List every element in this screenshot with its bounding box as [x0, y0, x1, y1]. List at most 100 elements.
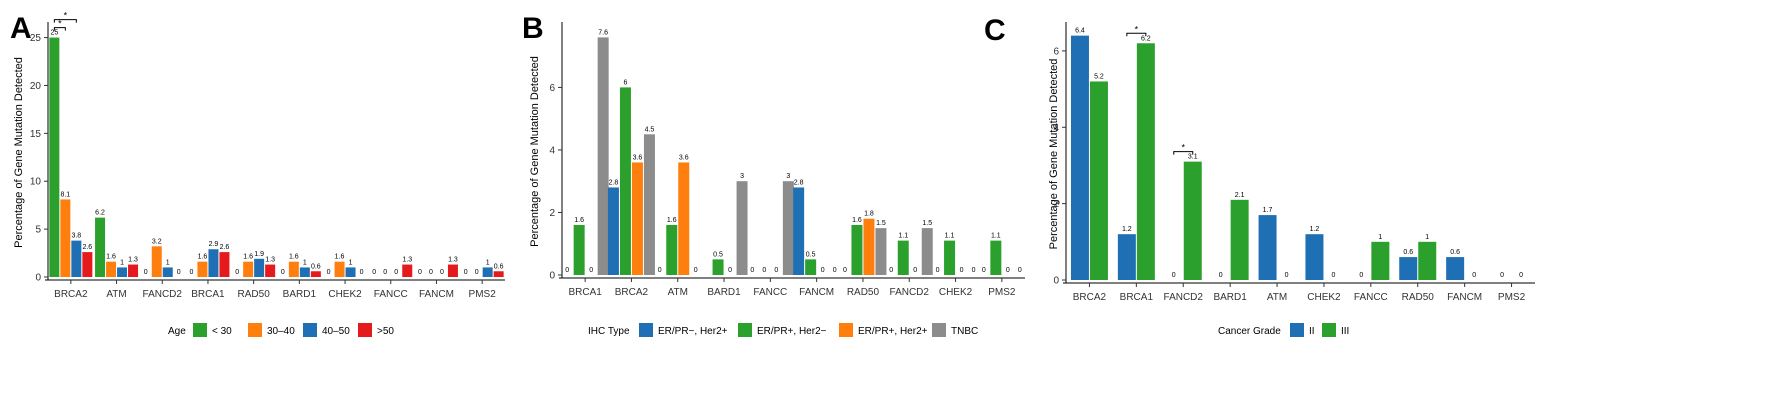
y-tick-label: 6	[549, 83, 555, 94]
data-label: 0	[1519, 272, 1523, 279]
data-label: 1.6	[106, 254, 116, 261]
data-label: 0.6	[311, 263, 321, 270]
data-label: 6.2	[1141, 35, 1151, 42]
data-label: 0	[189, 269, 193, 276]
bar	[1136, 43, 1155, 280]
x-tick-label: FANCC	[1354, 292, 1388, 303]
data-label: 0	[383, 269, 387, 276]
significance-bracket	[53, 27, 66, 31]
bar	[82, 252, 93, 277]
panel-c-chart: C Percentage of Gene Mutation Detected 0 2 4…	[984, 14, 1535, 337]
bar	[128, 264, 139, 277]
y-tick-label: 0	[549, 271, 555, 282]
y-tick-label: 0	[35, 273, 41, 284]
bar	[310, 271, 321, 277]
legend-swatch	[1322, 323, 1336, 337]
y-tick-label: 20	[30, 81, 42, 92]
data-label: 0	[1500, 272, 1504, 279]
data-label: 1.3	[448, 257, 458, 264]
legend-entry-label: II	[1309, 326, 1315, 337]
bar	[666, 224, 678, 275]
bar	[402, 264, 413, 277]
data-label: 0	[972, 267, 976, 274]
data-label: 0	[372, 269, 376, 276]
data-label: 1.3	[265, 257, 275, 264]
bar	[712, 259, 724, 275]
data-label: 3.2	[152, 238, 162, 245]
bar	[1399, 257, 1418, 280]
data-label: 1	[166, 259, 170, 266]
y-axis-label: Percentage of Gene Mutation Detected	[1048, 59, 1060, 250]
data-label: 6	[623, 79, 627, 86]
data-label: 1.1	[991, 233, 1001, 240]
x-tick-label: BRCA2	[54, 289, 88, 300]
y-tick-label: 4	[1053, 123, 1059, 134]
data-label: 2.8	[609, 179, 619, 186]
y-tick-label: 25	[30, 33, 42, 44]
legend-swatch	[932, 323, 946, 337]
data-label: 0	[440, 269, 444, 276]
bar	[151, 246, 162, 277]
data-label: 1	[349, 259, 353, 266]
panel-label: B	[522, 12, 544, 45]
x-tick-label: FANCM	[799, 287, 834, 298]
data-label: 0	[1331, 272, 1335, 279]
bar	[345, 267, 356, 277]
legend-entry-label: TNBC	[951, 326, 978, 337]
data-label: 0	[960, 267, 964, 274]
data-label: 0	[1285, 272, 1289, 279]
data-label: 0.6	[494, 263, 504, 270]
bar	[619, 87, 631, 275]
y-tick-label: 2	[1053, 199, 1059, 210]
bar	[736, 181, 748, 275]
x-tick-label: RAD50	[1402, 292, 1435, 303]
significance-star: *	[1181, 143, 1185, 153]
bar	[71, 240, 82, 277]
data-label: 0	[475, 269, 479, 276]
data-label: 7.6	[598, 29, 608, 36]
data-label: 1.6	[243, 254, 253, 261]
data-label: 3.1	[1188, 154, 1198, 161]
x-tick-label: BRCA2	[1073, 292, 1107, 303]
data-label: 0	[1472, 272, 1476, 279]
legend-entry-label: >50	[377, 326, 394, 337]
data-label: 0	[429, 269, 433, 276]
bar	[863, 218, 875, 275]
bar	[243, 261, 254, 277]
data-label: 3.6	[633, 154, 643, 161]
data-label: 1.3	[128, 257, 138, 264]
bar	[631, 162, 643, 275]
data-label: 0	[982, 267, 986, 274]
bar	[921, 228, 933, 275]
bar	[1305, 234, 1324, 280]
data-label: 1.6	[289, 254, 299, 261]
data-label: 1	[1378, 234, 1382, 241]
bar	[607, 187, 619, 275]
data-label: 0	[658, 267, 662, 274]
legend-swatch	[193, 323, 207, 337]
data-label: 1.6	[574, 217, 584, 224]
x-tick-label: CHEK2	[1307, 292, 1341, 303]
data-label: 1.1	[898, 233, 908, 240]
bar	[944, 240, 956, 275]
x-tick-label: BARD1	[1213, 292, 1247, 303]
data-label: 0	[589, 267, 593, 274]
x-tick-label: BRCA2	[615, 287, 649, 298]
data-label: 1.6	[335, 254, 345, 261]
data-label: 1.9	[254, 251, 264, 258]
legend-swatch	[839, 323, 853, 337]
data-label: 0.5	[713, 251, 723, 258]
bar	[643, 134, 655, 275]
bar	[334, 261, 345, 277]
data-label: 0.6	[1450, 249, 1460, 256]
bar	[208, 249, 219, 277]
x-tick-label: RAD50	[238, 289, 271, 300]
bar	[95, 217, 106, 277]
y-tick-label: 10	[30, 177, 42, 188]
data-label: 0	[281, 269, 285, 276]
bar	[49, 37, 60, 278]
x-tick-label: ATM	[106, 289, 126, 300]
data-label: 0	[821, 267, 825, 274]
bar	[1089, 81, 1108, 280]
